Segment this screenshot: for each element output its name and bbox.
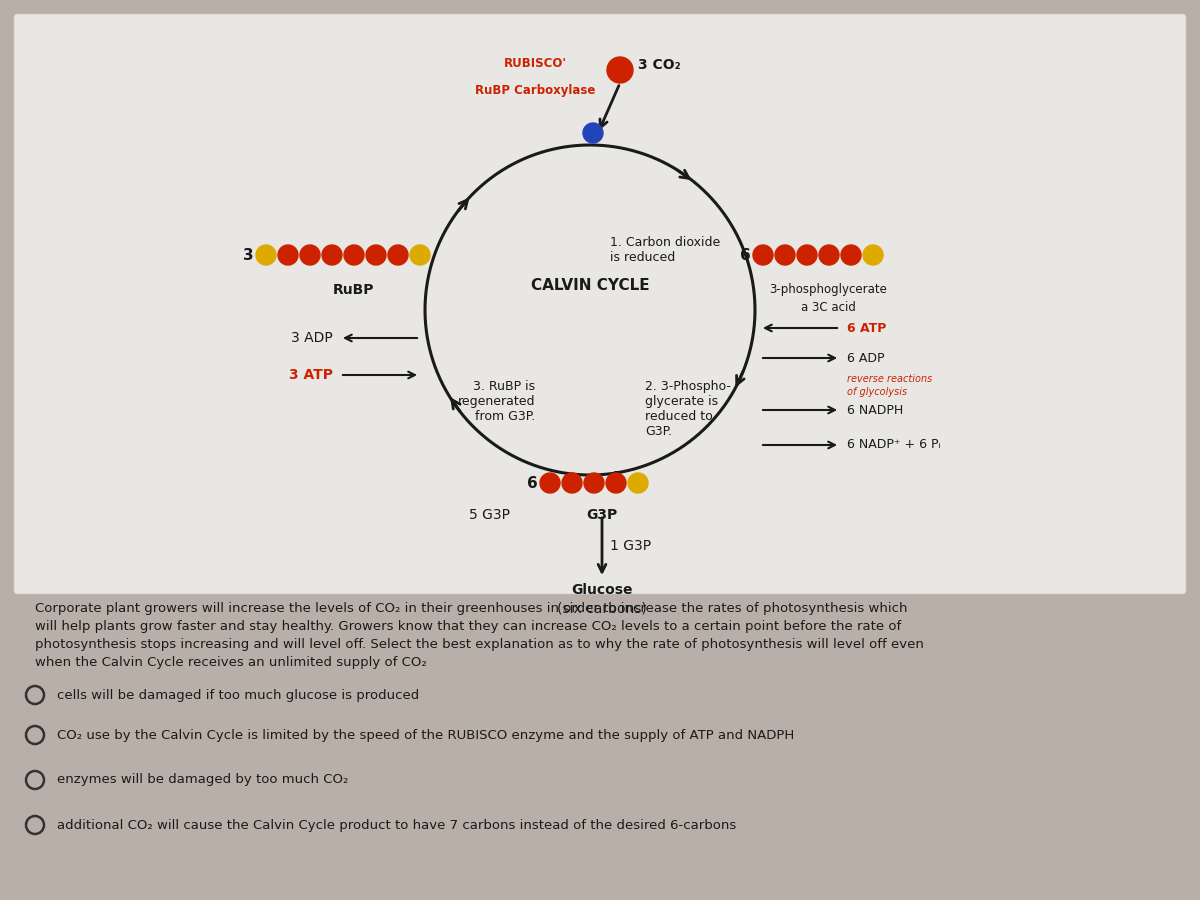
Text: 3 ADP: 3 ADP: [292, 331, 334, 345]
Circle shape: [388, 245, 408, 265]
Circle shape: [818, 245, 839, 265]
Text: of glycolysis: of glycolysis: [847, 387, 907, 397]
FancyBboxPatch shape: [14, 14, 1186, 594]
Text: CO₂ use by the Calvin Cycle is limited by the speed of the RUBISCO enzyme and th: CO₂ use by the Calvin Cycle is limited b…: [58, 728, 794, 742]
Text: RuBP: RuBP: [332, 283, 373, 297]
Circle shape: [863, 245, 883, 265]
Circle shape: [841, 245, 862, 265]
Text: Corporate plant growers will increase the levels of CO₂ in their greenhouses in : Corporate plant growers will increase th…: [35, 602, 924, 669]
Circle shape: [300, 245, 320, 265]
Text: 5 G3P: 5 G3P: [469, 508, 510, 522]
Circle shape: [583, 123, 604, 143]
Text: 3 CO₂: 3 CO₂: [638, 58, 680, 72]
Circle shape: [754, 245, 773, 265]
Circle shape: [278, 245, 298, 265]
Text: 3: 3: [242, 248, 253, 263]
Text: 6: 6: [739, 248, 750, 263]
Circle shape: [322, 245, 342, 265]
Text: 6 ATP: 6 ATP: [847, 321, 887, 335]
Text: 2. 3-Phospho-
glycerate is
reduced to
G3P.: 2. 3-Phospho- glycerate is reduced to G3…: [646, 380, 731, 438]
Circle shape: [562, 473, 582, 493]
Text: 6 NADPH: 6 NADPH: [847, 403, 904, 417]
Circle shape: [540, 473, 560, 493]
Circle shape: [775, 245, 796, 265]
Circle shape: [797, 245, 817, 265]
Text: 6: 6: [527, 475, 538, 491]
Circle shape: [628, 473, 648, 493]
Text: G3P: G3P: [587, 508, 618, 522]
Text: RuBP Carboxylase: RuBP Carboxylase: [475, 84, 595, 97]
Text: 1 G3P: 1 G3P: [610, 539, 652, 553]
Text: 3. RuBP is
regenerated
from G3P.: 3. RuBP is regenerated from G3P.: [457, 380, 535, 423]
Text: enzymes will be damaged by too much CO₂: enzymes will be damaged by too much CO₂: [58, 773, 348, 787]
Text: (six carbons): (six carbons): [557, 601, 647, 615]
Text: cells will be damaged if too much glucose is produced: cells will be damaged if too much glucos…: [58, 688, 419, 701]
Text: reverse reactions: reverse reactions: [847, 374, 932, 384]
Circle shape: [366, 245, 386, 265]
Text: 1. Carbon dioxide
is reduced: 1. Carbon dioxide is reduced: [610, 236, 720, 264]
Circle shape: [344, 245, 364, 265]
Circle shape: [256, 245, 276, 265]
Text: CALVIN CYCLE: CALVIN CYCLE: [530, 277, 649, 292]
Circle shape: [410, 245, 430, 265]
Circle shape: [606, 473, 626, 493]
Text: RUBISCO': RUBISCO': [504, 57, 566, 70]
Text: 3-phosphoglycerate: 3-phosphoglycerate: [769, 283, 887, 296]
Text: 6 ADP: 6 ADP: [847, 352, 884, 365]
Circle shape: [607, 57, 634, 83]
Text: additional CO₂ will cause the Calvin Cycle product to have 7 carbons instead of : additional CO₂ will cause the Calvin Cyc…: [58, 818, 737, 832]
Circle shape: [584, 473, 604, 493]
Text: 6 NADP⁺ + 6 Pᵢ: 6 NADP⁺ + 6 Pᵢ: [847, 438, 941, 452]
Text: 3 ATP: 3 ATP: [289, 368, 334, 382]
Text: Glucose: Glucose: [571, 583, 632, 597]
Text: a 3C acid: a 3C acid: [800, 301, 856, 314]
